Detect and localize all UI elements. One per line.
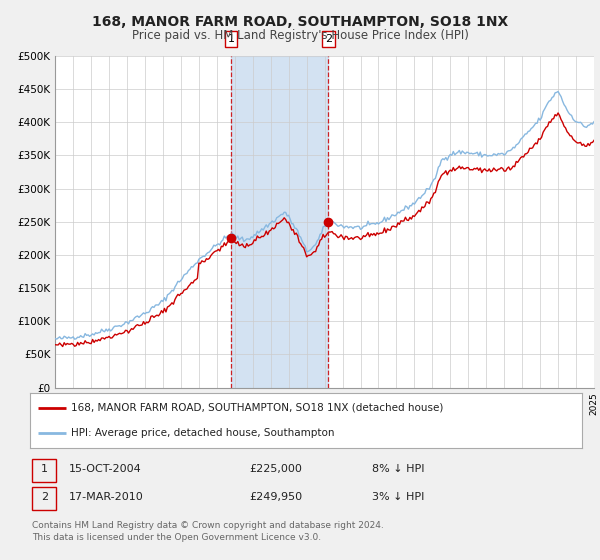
Text: £225,000: £225,000 (249, 464, 302, 474)
Text: 17-MAR-2010: 17-MAR-2010 (69, 492, 144, 502)
Text: 1: 1 (41, 464, 48, 474)
Text: 2: 2 (325, 34, 332, 44)
Text: Contains HM Land Registry data © Crown copyright and database right 2024.: Contains HM Land Registry data © Crown c… (32, 521, 384, 530)
Text: This data is licensed under the Open Government Licence v3.0.: This data is licensed under the Open Gov… (32, 533, 322, 542)
Text: 2: 2 (41, 492, 48, 502)
Text: HPI: Average price, detached house, Southampton: HPI: Average price, detached house, Sout… (71, 428, 335, 438)
Text: £249,950: £249,950 (249, 492, 302, 502)
Text: Price paid vs. HM Land Registry's House Price Index (HPI): Price paid vs. HM Land Registry's House … (131, 29, 469, 42)
Bar (231, 56, 328, 388)
Text: 168, MANOR FARM ROAD, SOUTHAMPTON, SO18 1NX: 168, MANOR FARM ROAD, SOUTHAMPTON, SO18 … (92, 15, 508, 29)
Text: 8% ↓ HPI: 8% ↓ HPI (372, 464, 425, 474)
Text: 168, MANOR FARM ROAD, SOUTHAMPTON, SO18 1NX (detached house): 168, MANOR FARM ROAD, SOUTHAMPTON, SO18 … (71, 403, 444, 413)
Text: 3% ↓ HPI: 3% ↓ HPI (372, 492, 424, 502)
Text: 1: 1 (227, 34, 235, 44)
Text: 15-OCT-2004: 15-OCT-2004 (69, 464, 142, 474)
